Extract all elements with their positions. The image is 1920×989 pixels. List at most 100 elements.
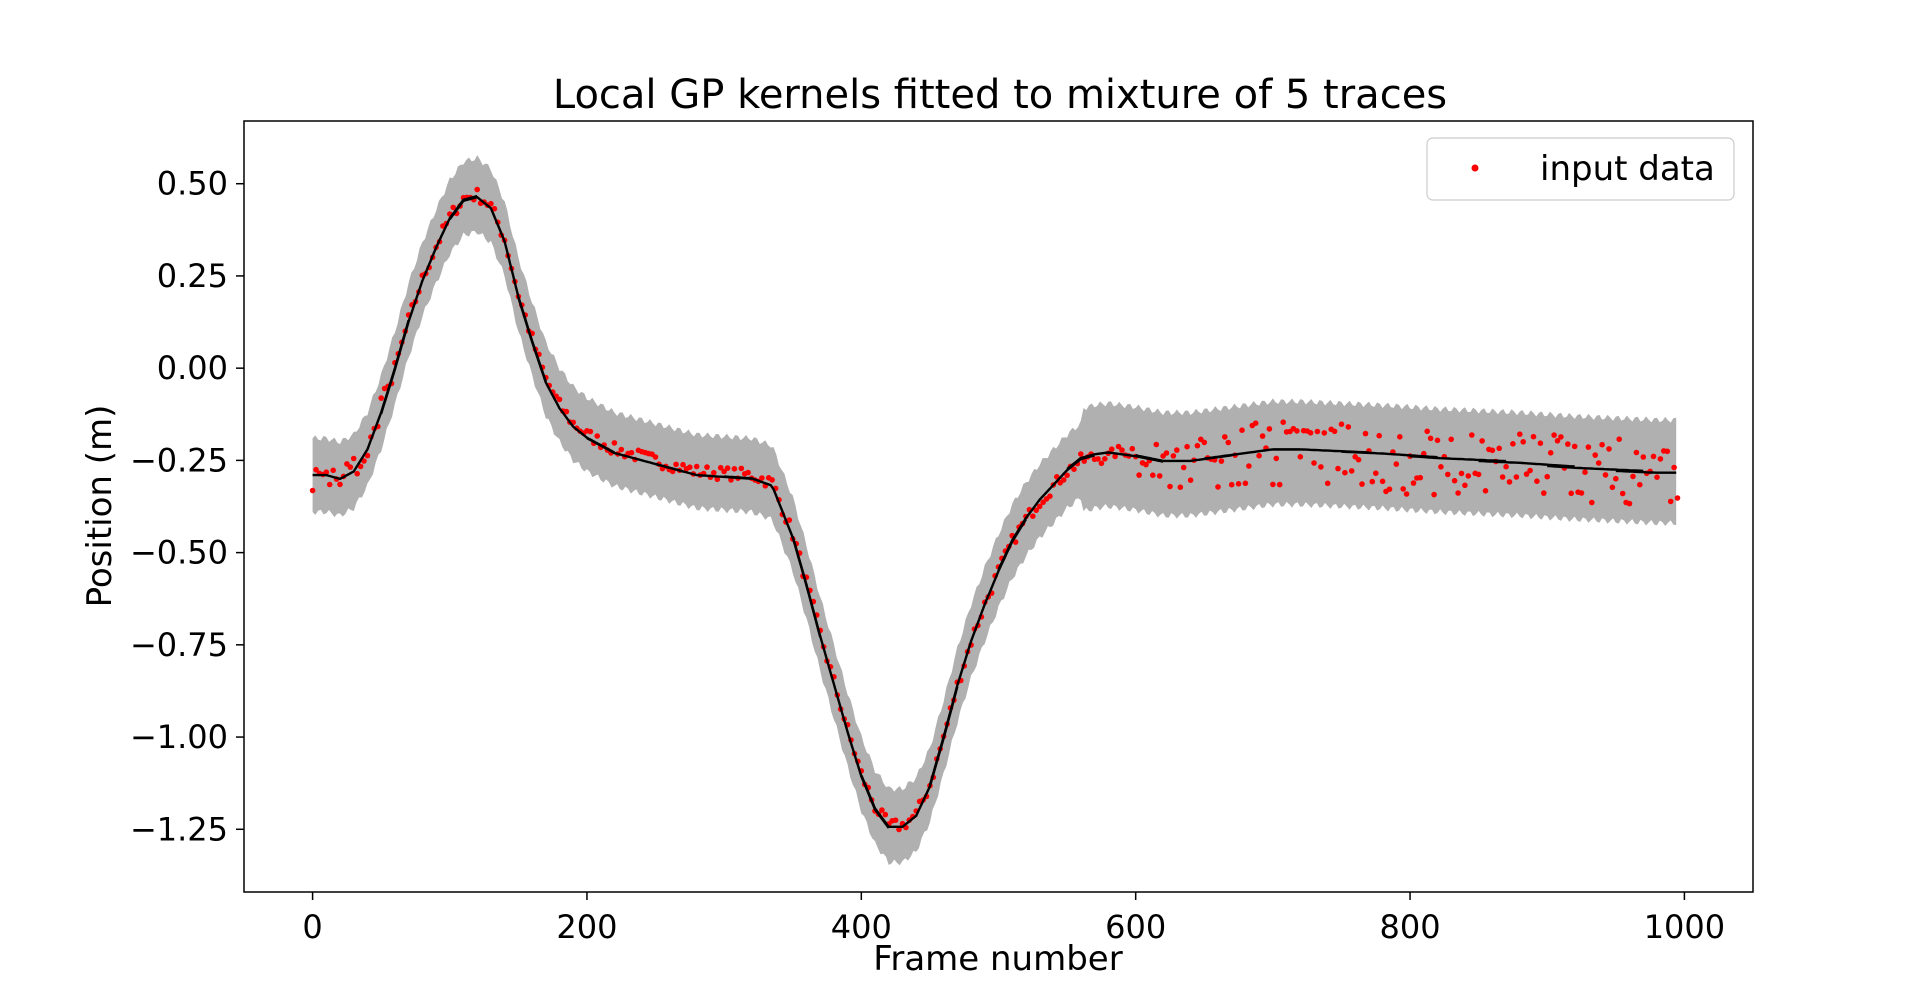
data-point bbox=[1551, 432, 1557, 438]
data-point bbox=[717, 464, 724, 471]
axes-frame bbox=[243, 120, 1754, 893]
data-point bbox=[1177, 484, 1184, 491]
data-point bbox=[1222, 434, 1228, 440]
data-point bbox=[896, 826, 902, 833]
data-point bbox=[594, 433, 600, 439]
data-point bbox=[1397, 434, 1403, 440]
data-point bbox=[1434, 437, 1441, 444]
data-point bbox=[1654, 474, 1660, 481]
legend: input data bbox=[1426, 137, 1735, 201]
data-point bbox=[1506, 479, 1513, 485]
x-tick-label: 0 bbox=[302, 908, 322, 946]
data-point bbox=[1455, 490, 1461, 496]
data-point bbox=[1321, 430, 1328, 436]
data-point bbox=[1571, 443, 1578, 450]
data-point bbox=[745, 469, 751, 476]
data-point bbox=[1153, 441, 1160, 448]
data-point bbox=[364, 452, 371, 459]
data-point bbox=[786, 517, 793, 523]
data-point bbox=[323, 469, 330, 476]
data-point bbox=[1338, 421, 1345, 428]
data-point bbox=[1410, 480, 1417, 486]
data-point bbox=[1355, 456, 1362, 463]
data-point bbox=[474, 186, 481, 193]
data-point bbox=[1129, 445, 1136, 452]
data-point bbox=[1218, 458, 1225, 464]
y-tick-label: −1.00 bbox=[130, 718, 228, 756]
data-point bbox=[1469, 432, 1475, 438]
data-point bbox=[721, 468, 727, 475]
data-point bbox=[1102, 456, 1108, 462]
y-tick-label: 0.50 bbox=[157, 165, 228, 203]
data-point bbox=[1030, 513, 1036, 519]
data-point bbox=[1167, 483, 1173, 490]
data-point bbox=[1619, 490, 1626, 497]
data-point bbox=[731, 466, 738, 472]
data-point bbox=[1280, 419, 1286, 426]
data-point bbox=[1348, 468, 1355, 474]
data-point bbox=[1273, 455, 1280, 462]
data-point bbox=[450, 204, 457, 211]
data-point bbox=[1064, 472, 1070, 479]
data-point bbox=[1163, 450, 1170, 456]
data-point bbox=[1215, 484, 1221, 490]
data-point bbox=[1513, 474, 1520, 480]
data-point bbox=[1417, 474, 1424, 481]
data-point bbox=[309, 487, 316, 494]
data-point bbox=[1276, 481, 1283, 488]
data-point bbox=[1194, 442, 1201, 449]
data-point bbox=[1136, 472, 1142, 478]
y-tick-label: 0.00 bbox=[157, 349, 228, 387]
data-point bbox=[1609, 484, 1616, 491]
data-point bbox=[704, 464, 710, 470]
data-point bbox=[1184, 443, 1190, 450]
data-point bbox=[1613, 475, 1619, 482]
y-tick-label: −1.25 bbox=[130, 810, 228, 848]
data-point bbox=[1150, 472, 1156, 479]
data-point bbox=[1431, 491, 1437, 498]
data-point bbox=[652, 454, 659, 460]
legend-label: input data bbox=[1540, 149, 1715, 189]
data-point bbox=[611, 440, 618, 446]
y-tick-label: −0.75 bbox=[130, 626, 228, 664]
y-tick-label: 0.25 bbox=[157, 257, 228, 295]
data-point bbox=[1036, 503, 1043, 510]
data-point bbox=[1297, 454, 1304, 460]
data-point bbox=[1266, 426, 1273, 432]
data-point bbox=[587, 428, 594, 435]
data-point bbox=[1242, 480, 1249, 487]
data-point bbox=[724, 465, 731, 471]
data-point bbox=[1187, 477, 1194, 484]
data-point bbox=[1445, 471, 1451, 478]
data-point bbox=[1510, 441, 1516, 447]
data-point bbox=[618, 446, 625, 453]
y-axis-ticks: 0.50 0.25 0.00 −0.25 −0.50 −0.75 −1.00 −1.25 bbox=[130, 165, 244, 848]
data-point bbox=[1246, 463, 1252, 469]
data-point bbox=[1174, 447, 1180, 453]
data-point bbox=[1252, 420, 1259, 427]
data-point bbox=[1547, 450, 1554, 456]
chart-title: Local GP kernels fitted to mixture of 5 … bbox=[553, 72, 1447, 118]
fit-curve bbox=[1615, 469, 1677, 474]
data-point bbox=[1427, 435, 1434, 442]
data-point bbox=[1458, 470, 1465, 477]
data-point bbox=[1201, 439, 1208, 446]
data-point bbox=[1318, 464, 1324, 470]
data-point bbox=[1650, 453, 1657, 460]
data-point bbox=[1156, 473, 1163, 479]
data-point bbox=[879, 807, 885, 813]
data-point bbox=[563, 408, 570, 415]
data-point bbox=[313, 466, 319, 473]
data-point bbox=[711, 469, 717, 476]
data-point bbox=[1294, 428, 1300, 434]
data-point bbox=[1589, 499, 1595, 506]
data-point bbox=[1071, 466, 1077, 473]
data-point bbox=[1475, 471, 1482, 478]
data-point bbox=[1078, 451, 1084, 457]
data-point bbox=[491, 205, 498, 212]
data-point bbox=[330, 467, 337, 474]
data-point bbox=[1311, 460, 1317, 466]
data-point bbox=[1228, 481, 1235, 488]
data-point bbox=[1143, 461, 1149, 468]
data-point bbox=[1324, 480, 1331, 487]
